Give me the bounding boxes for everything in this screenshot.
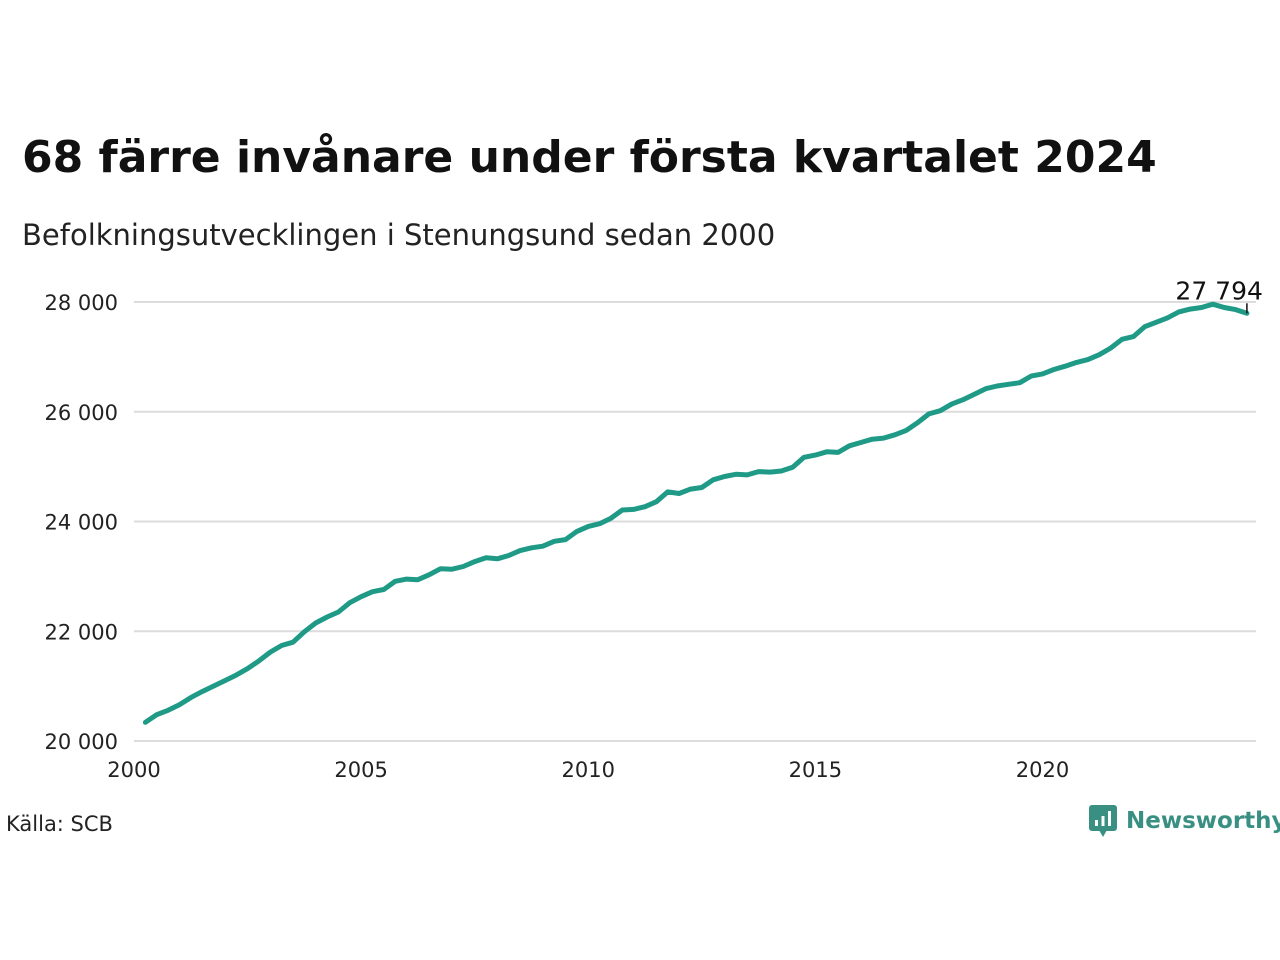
x-tick-label: 2000 (107, 758, 160, 782)
bar-chart-speech-bubble-icon (1089, 805, 1117, 837)
y-tick-label: 22 000 (45, 620, 118, 644)
x-tick-label: 2005 (334, 758, 387, 782)
y-tick-label: 28 000 (45, 291, 118, 315)
series-layer (142, 301, 1250, 725)
chart-title: 68 färre invånare under första kvartalet… (22, 132, 1157, 183)
y-tick-label: 26 000 (45, 401, 118, 425)
series-line (142, 301, 1250, 725)
last-value-label: 27 794 (1175, 276, 1262, 305)
brand-logo[interactable]: Newsworthy (1088, 804, 1280, 838)
data-label-layer: 27 794 (1175, 276, 1263, 314)
x-tick-label: 2015 (789, 758, 842, 782)
source-note: Källa: SCB (6, 812, 113, 836)
y-axis-labels: 20 000 22 000 24 000 26 000 28 000 (45, 291, 118, 754)
brand-name: Newsworthy (1126, 808, 1280, 834)
x-axis-labels: 2000 2005 2010 2015 2020 (107, 758, 1069, 782)
grid-lines (134, 301, 1256, 742)
x-tick-label: 2020 (1016, 758, 1069, 782)
y-tick-label: 24 000 (45, 511, 118, 535)
chart-subtitle: Befolkningsutvecklingen i Stenungsund se… (22, 218, 776, 252)
y-tick-label: 20 000 (45, 730, 118, 754)
x-tick-label: 2010 (562, 758, 615, 782)
